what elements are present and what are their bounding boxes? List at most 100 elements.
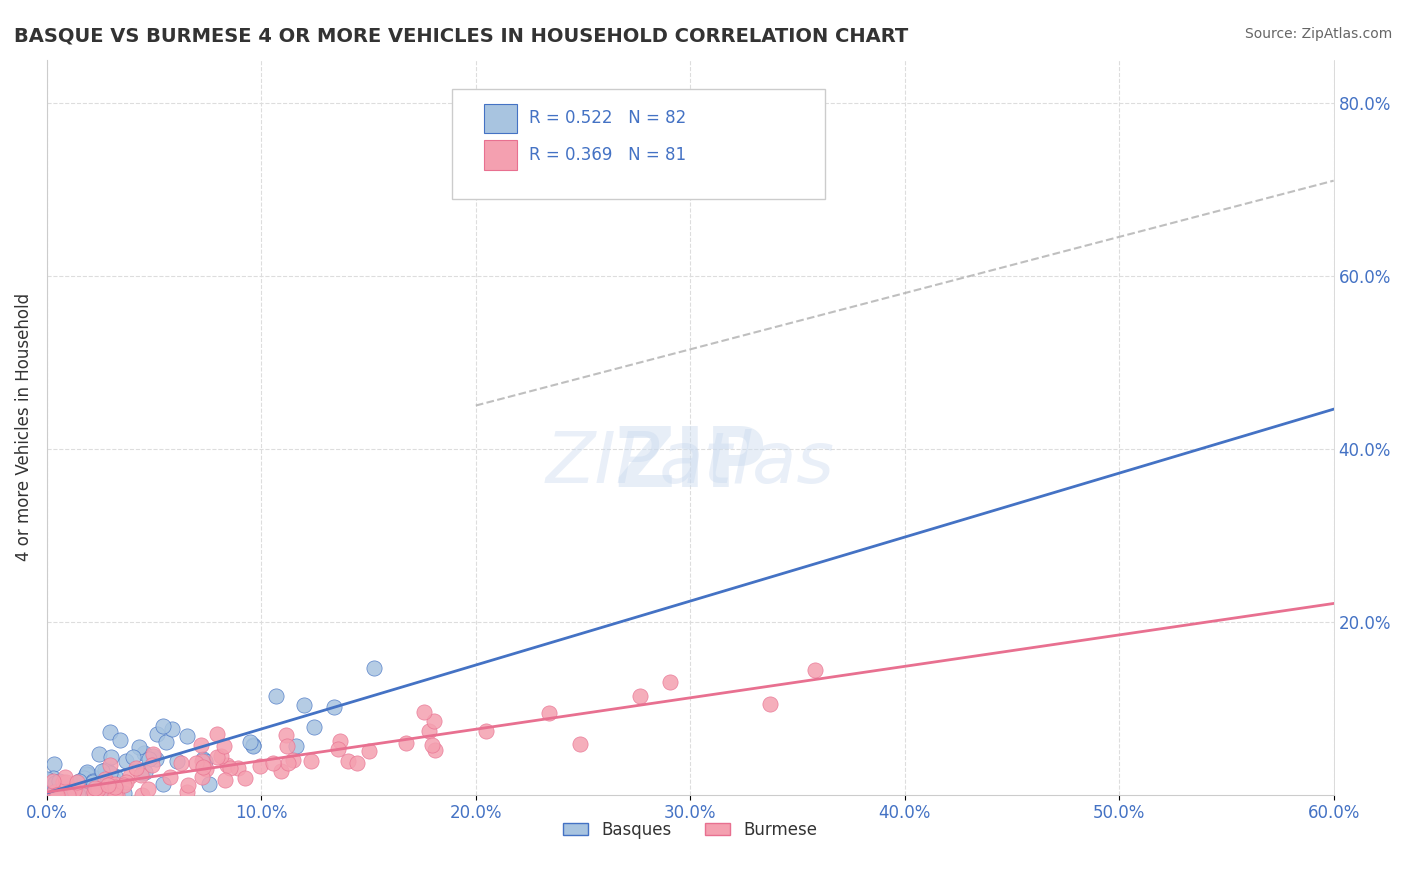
- Y-axis label: 4 or more Vehicles in Household: 4 or more Vehicles in Household: [15, 293, 32, 561]
- Point: [67, 788, 90, 802]
- Point: [48, 774, 70, 789]
- Point: [475, 724, 498, 739]
- Point: [84, 780, 107, 795]
- Point: [107, 788, 129, 802]
- Point: [423, 714, 446, 729]
- Point: [131, 788, 153, 802]
- Point: [94, 788, 117, 802]
- Point: [159, 770, 181, 784]
- Point: [190, 738, 212, 752]
- Point: [328, 741, 350, 756]
- Point: [73, 771, 96, 785]
- Point: [299, 754, 322, 768]
- Point: [72, 788, 94, 802]
- Point: [46, 788, 69, 802]
- Text: R = 0.369   N = 81: R = 0.369 N = 81: [530, 146, 686, 164]
- Point: [658, 674, 681, 689]
- Point: [131, 766, 153, 780]
- Point: [108, 732, 131, 747]
- Point: [42, 785, 65, 799]
- Point: [51, 782, 73, 797]
- Point: [205, 727, 228, 741]
- Point: [155, 735, 177, 749]
- Point: [292, 698, 315, 712]
- Point: [56, 788, 79, 802]
- Point: [128, 739, 150, 754]
- Point: [228, 761, 250, 775]
- Point: [44, 775, 66, 789]
- Point: [136, 781, 159, 796]
- Point: [184, 756, 207, 770]
- Point: [42, 774, 65, 789]
- Point: [233, 771, 256, 785]
- Point: [193, 760, 215, 774]
- Point: [262, 756, 284, 770]
- Point: [142, 747, 165, 762]
- Point: [804, 663, 827, 677]
- Point: [176, 784, 198, 798]
- Point: [194, 755, 217, 769]
- Point: [52, 788, 75, 802]
- Point: [77, 767, 100, 781]
- Point: [91, 788, 114, 802]
- Point: [242, 738, 264, 752]
- Point: [346, 756, 368, 771]
- Point: [249, 758, 271, 772]
- Point: [357, 743, 380, 757]
- Point: [42, 756, 65, 771]
- Point: [115, 775, 138, 789]
- Point: [67, 774, 90, 789]
- Point: [276, 739, 298, 754]
- Point: [125, 761, 148, 775]
- Point: [104, 788, 127, 802]
- Point: [104, 777, 127, 791]
- Point: [194, 762, 217, 776]
- Point: [58, 781, 80, 796]
- Point: [63, 783, 86, 797]
- Point: [45, 788, 67, 802]
- Point: [82, 773, 104, 788]
- Point: [38, 774, 60, 789]
- Point: [93, 780, 115, 795]
- Point: [141, 757, 163, 772]
- Point: [96, 764, 118, 778]
- Point: [65, 782, 87, 797]
- Point: [42, 772, 65, 786]
- Point: [86, 771, 108, 785]
- Point: [72, 788, 94, 802]
- Point: [90, 780, 112, 795]
- Point: [82, 788, 104, 802]
- Point: [212, 739, 235, 753]
- Point: [323, 700, 346, 714]
- Point: [42, 788, 65, 802]
- Point: [214, 772, 236, 787]
- Point: [83, 781, 105, 796]
- Point: [337, 754, 360, 768]
- Point: [270, 764, 292, 778]
- Point: [83, 785, 105, 799]
- Point: [59, 788, 82, 802]
- Point: [98, 757, 121, 772]
- Point: [152, 719, 174, 733]
- Point: [82, 775, 104, 789]
- Point: [76, 768, 98, 782]
- Point: [62, 783, 84, 797]
- Point: [142, 749, 165, 764]
- Point: [87, 778, 110, 792]
- Point: [219, 761, 242, 775]
- Point: [191, 771, 214, 785]
- Point: [100, 766, 122, 780]
- Point: [215, 758, 238, 772]
- Point: [46, 788, 69, 802]
- Point: [89, 788, 111, 802]
- Point: [145, 751, 167, 765]
- Point: [266, 690, 288, 704]
- Point: [759, 698, 782, 712]
- Point: [52, 775, 75, 789]
- Point: [537, 706, 560, 720]
- Point: [90, 764, 112, 778]
- Point: [63, 783, 86, 797]
- Point: [423, 743, 446, 757]
- Point: [97, 778, 120, 792]
- Point: [138, 752, 160, 766]
